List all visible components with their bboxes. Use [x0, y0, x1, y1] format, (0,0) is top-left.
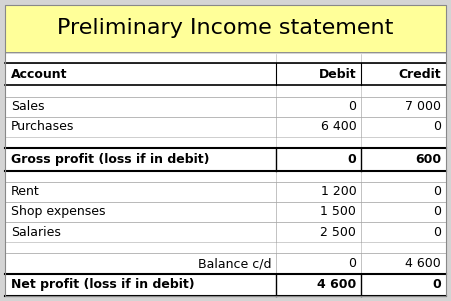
Text: Sales: Sales	[11, 100, 45, 113]
Text: 0: 0	[432, 278, 441, 291]
Text: Account: Account	[11, 68, 68, 81]
Text: Credit: Credit	[398, 68, 441, 81]
Text: 2 500: 2 500	[321, 226, 356, 239]
Text: 4 600: 4 600	[317, 278, 356, 291]
Text: 1 200: 1 200	[321, 185, 356, 198]
Text: Balance c/d: Balance c/d	[198, 257, 271, 270]
Text: 0: 0	[348, 100, 356, 113]
Text: Preliminary Income statement: Preliminary Income statement	[57, 18, 394, 39]
Text: Rent: Rent	[11, 185, 40, 198]
Text: 1 500: 1 500	[321, 206, 356, 219]
Text: 7 000: 7 000	[405, 100, 441, 113]
Text: Purchases: Purchases	[11, 120, 74, 133]
Bar	[5, 54, 446, 296]
Bar	[5, 5, 446, 52]
Text: 0: 0	[348, 257, 356, 270]
Text: Debit: Debit	[319, 68, 356, 81]
Text: 0: 0	[433, 185, 441, 198]
Text: 0: 0	[433, 120, 441, 133]
Text: Gross profit (loss if in debit): Gross profit (loss if in debit)	[11, 153, 210, 166]
Text: 6 400: 6 400	[321, 120, 356, 133]
Text: 0: 0	[433, 226, 441, 239]
Text: Shop expenses: Shop expenses	[11, 206, 106, 219]
Text: Salaries: Salaries	[11, 226, 61, 239]
Text: 600: 600	[415, 153, 441, 166]
Text: 4 600: 4 600	[405, 257, 441, 270]
Text: Net profit (loss if in debit): Net profit (loss if in debit)	[11, 278, 195, 291]
Text: 0: 0	[433, 206, 441, 219]
Text: 0: 0	[348, 153, 356, 166]
